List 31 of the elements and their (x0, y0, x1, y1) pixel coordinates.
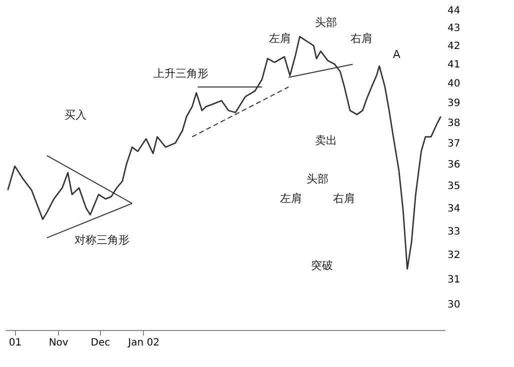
annotation: A (392, 48, 401, 61)
y-tick-label: 40 (448, 78, 460, 90)
y-tick-label: 38 (448, 118, 460, 130)
y-tick-label: 42 (448, 41, 460, 52)
y-tick-label: 30 (448, 299, 460, 310)
x-tick-label: 01 (8, 338, 22, 348)
annotation: 左肩 (269, 32, 291, 45)
y-tick-label: 37 (448, 138, 460, 150)
annotation: 头部 (315, 16, 338, 29)
y-tick-label: 41 (448, 60, 460, 71)
annotation: 右肩 (350, 32, 372, 45)
y-tick-label: 35 (448, 181, 460, 192)
annotation: 头部 (306, 172, 328, 186)
annotation: 上升三角形 (154, 67, 208, 80)
x-tick-label: Jan 02 (127, 338, 160, 348)
annotation: 右肩 (332, 192, 355, 205)
y-tick-label: 34 (448, 203, 460, 214)
x-tick-label: Nov (48, 338, 68, 348)
y-tick-label: 44 (448, 6, 460, 16)
y-tick-label: 32 (448, 250, 460, 261)
annotation: 对称三角形 (74, 233, 130, 246)
annotation: 左肩 (280, 192, 302, 205)
y-tick-label: 43 (448, 23, 460, 34)
y-tick-label: 31 (448, 274, 460, 286)
x-tick-label: Dec (90, 338, 110, 348)
annotation: 突破 (310, 259, 333, 272)
y-tick-label: 39 (448, 98, 460, 110)
annotation: 买入 (64, 108, 86, 122)
y-tick-label: 36 (448, 160, 460, 171)
y-tick-label: 33 (448, 226, 460, 238)
annotation: 卖出 (315, 134, 338, 148)
